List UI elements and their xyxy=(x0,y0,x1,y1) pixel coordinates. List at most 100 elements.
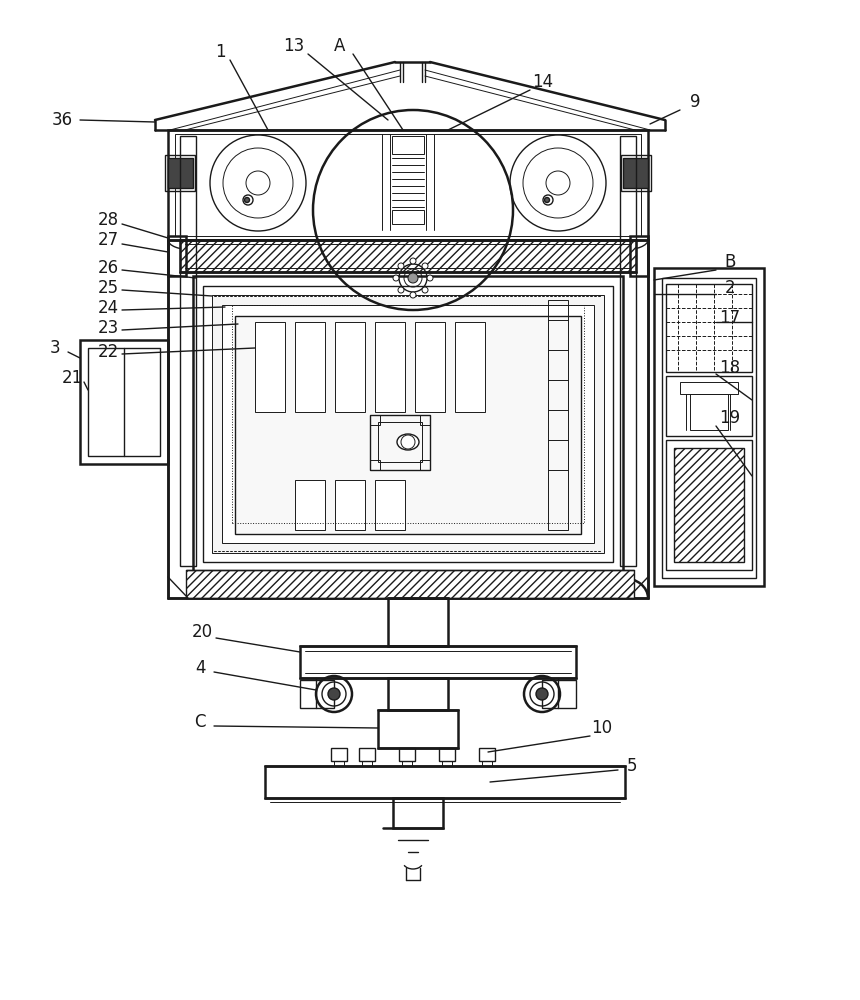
Circle shape xyxy=(410,292,416,298)
Bar xyxy=(392,210,424,224)
Circle shape xyxy=(422,263,428,269)
Bar xyxy=(168,158,193,188)
Bar xyxy=(402,761,412,766)
Bar xyxy=(630,236,648,276)
Text: 3: 3 xyxy=(50,339,60,357)
Bar xyxy=(168,240,648,598)
Bar xyxy=(674,448,744,562)
Text: 28: 28 xyxy=(97,211,119,229)
Bar xyxy=(439,748,455,761)
Circle shape xyxy=(398,287,404,293)
Bar xyxy=(388,598,448,646)
Bar xyxy=(375,322,405,412)
Bar xyxy=(232,305,584,523)
Text: 26: 26 xyxy=(97,259,119,277)
Bar xyxy=(331,748,347,761)
Bar xyxy=(375,480,405,530)
Bar xyxy=(362,761,372,766)
Text: 5: 5 xyxy=(627,757,637,775)
Bar xyxy=(335,322,365,412)
Text: 13: 13 xyxy=(284,37,304,55)
Text: 2: 2 xyxy=(725,279,735,297)
Bar xyxy=(392,136,424,154)
Text: B: B xyxy=(724,253,735,271)
Circle shape xyxy=(398,263,404,269)
Bar xyxy=(399,748,415,761)
Bar xyxy=(479,748,495,761)
Circle shape xyxy=(544,198,550,202)
Bar xyxy=(378,710,458,748)
Ellipse shape xyxy=(397,434,419,450)
Bar xyxy=(680,382,738,394)
Bar xyxy=(666,376,752,436)
Bar xyxy=(666,284,752,372)
Text: 10: 10 xyxy=(592,719,612,737)
Bar xyxy=(370,415,430,470)
Bar xyxy=(388,678,448,710)
Bar xyxy=(420,415,430,425)
Bar xyxy=(255,322,285,412)
Circle shape xyxy=(536,688,548,700)
Text: 9: 9 xyxy=(690,93,700,111)
Bar xyxy=(175,134,641,236)
Text: 18: 18 xyxy=(720,359,740,377)
Bar xyxy=(300,646,576,678)
Circle shape xyxy=(408,273,418,283)
Text: 17: 17 xyxy=(720,309,740,327)
Text: 25: 25 xyxy=(97,279,119,297)
Bar xyxy=(222,305,594,543)
Bar xyxy=(165,155,195,191)
Text: 21: 21 xyxy=(61,369,83,387)
Text: 20: 20 xyxy=(192,623,212,641)
Bar xyxy=(168,236,186,276)
Bar xyxy=(334,761,344,766)
Bar xyxy=(265,766,625,798)
Text: A: A xyxy=(335,37,346,55)
Bar xyxy=(420,460,430,470)
Text: 36: 36 xyxy=(52,111,72,129)
Bar xyxy=(370,460,380,470)
Bar xyxy=(186,570,634,598)
Bar xyxy=(203,286,613,562)
Bar xyxy=(662,278,756,578)
Bar xyxy=(690,394,728,430)
Bar xyxy=(548,300,568,530)
Bar xyxy=(168,130,648,240)
Bar xyxy=(654,268,764,586)
Bar xyxy=(620,136,636,566)
Text: 14: 14 xyxy=(532,73,554,91)
Bar xyxy=(300,680,334,708)
Bar xyxy=(542,680,576,708)
Bar xyxy=(378,422,422,462)
Bar xyxy=(370,415,380,425)
Bar xyxy=(295,322,325,412)
Bar xyxy=(442,761,452,766)
Circle shape xyxy=(393,275,399,281)
Bar xyxy=(212,295,604,553)
Bar xyxy=(359,748,375,761)
Text: 1: 1 xyxy=(215,43,225,61)
Bar xyxy=(455,322,485,412)
Circle shape xyxy=(410,258,416,264)
Bar xyxy=(666,440,752,570)
Bar xyxy=(415,322,445,412)
Circle shape xyxy=(328,688,340,700)
Bar xyxy=(393,798,443,828)
Bar xyxy=(88,348,160,456)
Bar xyxy=(295,480,325,530)
Text: 4: 4 xyxy=(194,659,206,677)
Text: 23: 23 xyxy=(97,319,119,337)
Bar xyxy=(80,340,168,464)
Circle shape xyxy=(427,275,433,281)
Text: 27: 27 xyxy=(97,231,119,249)
Circle shape xyxy=(244,198,249,202)
Circle shape xyxy=(422,287,428,293)
Bar xyxy=(193,276,623,572)
Bar xyxy=(235,316,581,534)
Text: C: C xyxy=(194,713,206,731)
Text: 24: 24 xyxy=(97,299,119,317)
Bar xyxy=(621,155,651,191)
Bar xyxy=(335,480,365,530)
Bar xyxy=(623,158,648,188)
Text: 22: 22 xyxy=(97,343,119,361)
